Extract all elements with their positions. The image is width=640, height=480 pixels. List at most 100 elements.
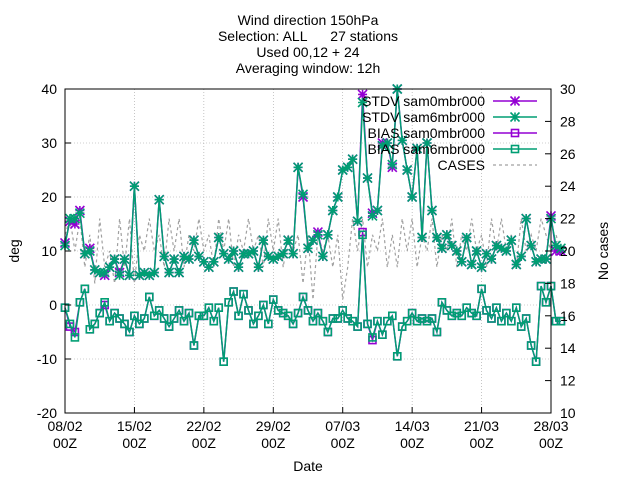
data-point bbox=[457, 311, 467, 321]
data-point bbox=[502, 308, 511, 318]
data-point bbox=[357, 97, 368, 108]
legend-label: CASES bbox=[438, 157, 485, 173]
data-point bbox=[169, 314, 179, 323]
data-point bbox=[74, 208, 85, 219]
legend-entry: CASES bbox=[438, 157, 537, 173]
data-point bbox=[293, 308, 303, 318]
data-point bbox=[467, 308, 476, 318]
data-point bbox=[154, 306, 164, 315]
data-point bbox=[99, 267, 110, 278]
data-point bbox=[383, 316, 392, 326]
grid bbox=[64, 88, 552, 414]
data-point bbox=[363, 319, 372, 329]
data-point bbox=[199, 311, 209, 321]
legend-marker bbox=[510, 128, 520, 138]
y2-tick-label: 10 bbox=[560, 405, 576, 421]
data-point bbox=[193, 251, 204, 262]
data-point bbox=[288, 248, 299, 259]
data-point bbox=[348, 316, 357, 326]
data-point bbox=[139, 267, 150, 278]
data-point bbox=[129, 181, 140, 192]
data-point bbox=[536, 254, 547, 265]
data-point bbox=[402, 164, 413, 176]
data-point bbox=[372, 205, 383, 216]
data-point bbox=[238, 248, 249, 259]
data-point bbox=[327, 205, 338, 216]
data-point bbox=[431, 232, 443, 243]
title-line-1: Wind direction 150hPa bbox=[238, 12, 379, 28]
y2-axis-label: No cases bbox=[595, 222, 611, 280]
data-point bbox=[492, 303, 501, 313]
data-point bbox=[318, 316, 328, 326]
legend-marker bbox=[509, 111, 521, 123]
series-line bbox=[64, 234, 561, 362]
data-point bbox=[105, 316, 114, 326]
data-point bbox=[110, 308, 119, 318]
y2-tick-label: 12 bbox=[560, 373, 576, 389]
legend-entry: BIAS sam6mbr000 bbox=[368, 141, 537, 157]
legend-marker bbox=[509, 95, 521, 107]
data-point bbox=[130, 311, 139, 321]
y-tick-label: 30 bbox=[41, 135, 57, 151]
data-point bbox=[526, 341, 536, 350]
data-point bbox=[134, 270, 145, 281]
data-point bbox=[397, 135, 408, 146]
legend-label: STDV sam6mbr000 bbox=[362, 109, 485, 125]
data-point bbox=[120, 319, 129, 329]
data-point bbox=[507, 316, 516, 326]
data-point bbox=[427, 314, 437, 323]
data-point bbox=[367, 210, 378, 221]
data-point bbox=[337, 164, 348, 176]
data-point bbox=[89, 264, 100, 275]
data-point bbox=[486, 254, 497, 265]
data-point bbox=[462, 303, 471, 313]
data-point bbox=[461, 232, 472, 243]
data-point bbox=[273, 251, 284, 262]
legend-entry: STDV sam0mbr000 bbox=[362, 93, 537, 109]
data-point bbox=[550, 245, 562, 257]
data-point bbox=[357, 89, 368, 100]
x-tick-label-hour: 00Z bbox=[122, 435, 147, 451]
data-point bbox=[382, 137, 393, 149]
series-line bbox=[64, 88, 562, 278]
data-point bbox=[248, 245, 259, 257]
data-point bbox=[516, 251, 527, 262]
data-point bbox=[540, 254, 552, 265]
title-line-2: Selection: ALL 27 stations bbox=[218, 28, 398, 44]
data-point bbox=[263, 251, 274, 262]
data-point bbox=[283, 311, 293, 321]
data-point bbox=[259, 300, 268, 310]
y2-tick-label: 14 bbox=[560, 340, 576, 356]
data-point bbox=[323, 327, 333, 337]
legend-entry: STDV sam6mbr000 bbox=[362, 109, 537, 125]
data-point bbox=[307, 235, 319, 246]
data-point bbox=[466, 259, 477, 270]
y2-tick-label: 20 bbox=[560, 243, 576, 259]
data-point bbox=[149, 311, 159, 321]
data-point bbox=[164, 322, 174, 331]
data-point bbox=[387, 159, 398, 170]
x-tick-label-date: 21/03 bbox=[464, 418, 499, 434]
chart-title: Wind direction 150hPa Selection: ALL 27 … bbox=[218, 12, 398, 76]
data-point bbox=[313, 308, 323, 318]
y-tick-label: 10 bbox=[41, 243, 57, 259]
data-point bbox=[173, 267, 185, 278]
data-point bbox=[258, 235, 269, 246]
data-point bbox=[224, 297, 233, 307]
y-tick-label: -20 bbox=[37, 405, 57, 421]
data-point bbox=[234, 311, 243, 321]
data-point bbox=[65, 319, 75, 329]
data-point bbox=[368, 333, 377, 342]
x-tick-label-date: 28/03 bbox=[533, 418, 568, 434]
y2-tick-label: 30 bbox=[560, 81, 576, 97]
data-point bbox=[342, 162, 353, 173]
data-point bbox=[159, 251, 170, 262]
data-point bbox=[75, 297, 85, 307]
series-line bbox=[64, 88, 561, 277]
data-point bbox=[333, 314, 343, 323]
y2-tick-label: 28 bbox=[560, 113, 576, 129]
series-1 bbox=[59, 83, 566, 281]
y2-tick-label: 22 bbox=[560, 211, 576, 227]
x-tick-label-hour: 00Z bbox=[470, 435, 495, 451]
